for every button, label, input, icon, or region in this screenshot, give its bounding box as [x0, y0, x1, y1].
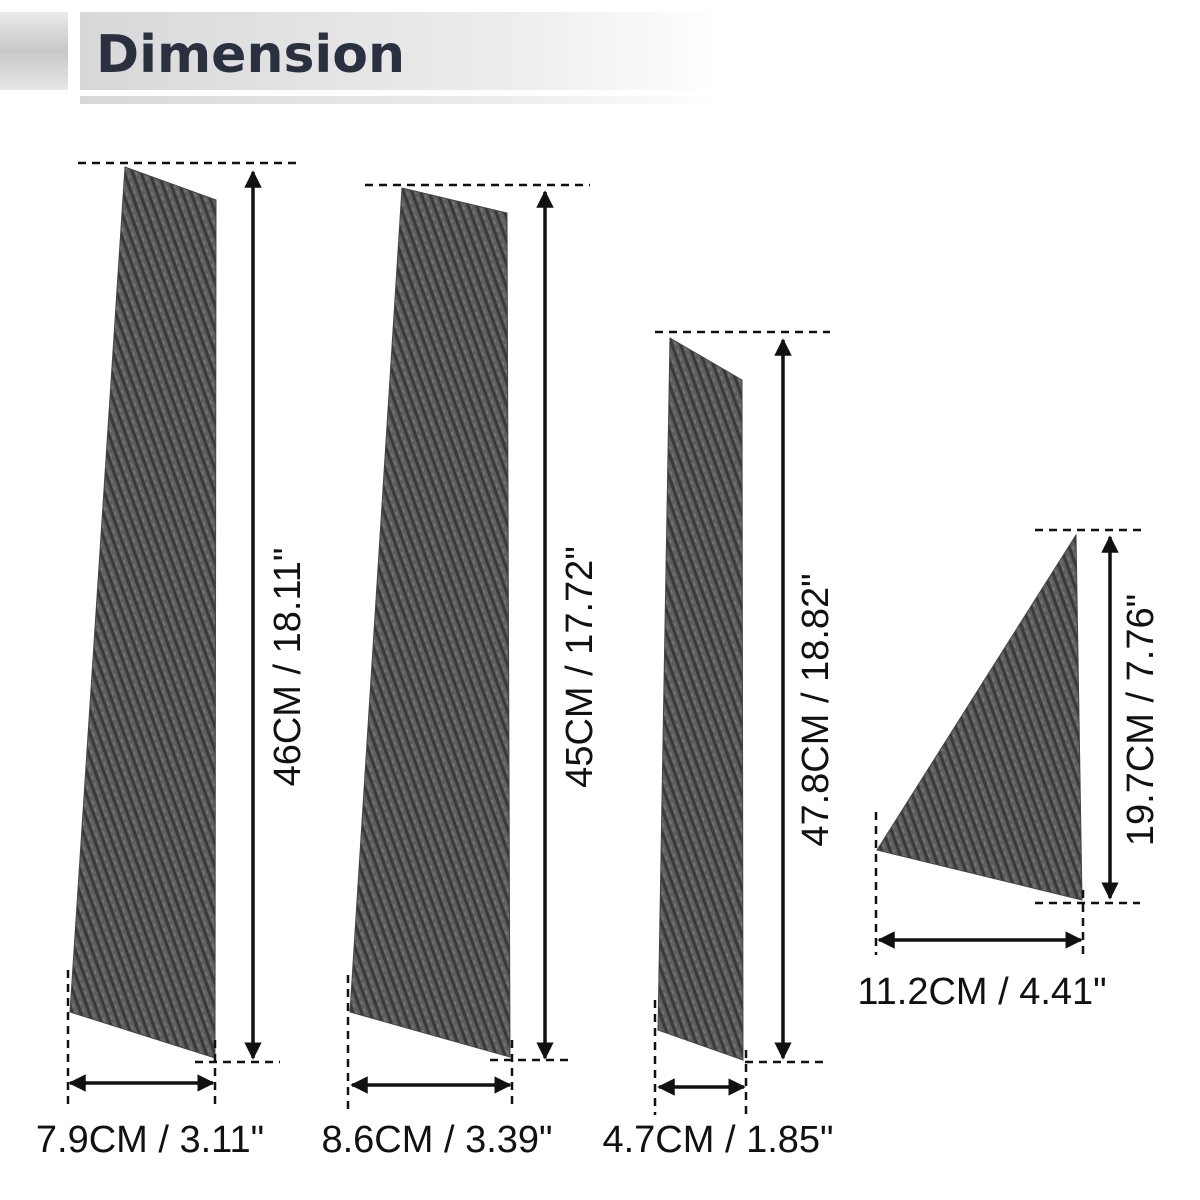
width-label: 4.7CM / 1.85": [602, 1119, 833, 1161]
panel: [876, 533, 1083, 901]
header-underline: [80, 96, 720, 104]
width-label: 8.6CM / 3.39": [321, 1119, 552, 1161]
piece-4: 19.7CM / 7.76" 11.2CM / 4.41": [857, 528, 1162, 1013]
width-label: 11.2CM / 4.41": [857, 971, 1106, 1013]
header: Dimension: [0, 12, 720, 104]
guide: [66, 161, 300, 1110]
height-label: 19.7CM / 7.76": [1120, 594, 1162, 846]
piece-3: 47.8CM / 18.82" 4.7CM / 1.85": [602, 330, 837, 1161]
guide: [346, 183, 590, 1110]
panel: [349, 187, 511, 1058]
header-block: [0, 12, 68, 90]
panel: [69, 166, 217, 1059]
panel: [657, 337, 744, 1061]
guide: [653, 330, 830, 1115]
piece-1: 46CM / 18.11" 7.9CM / 3.11": [36, 161, 309, 1161]
header-bar: [80, 12, 720, 90]
title: Dimension: [96, 25, 405, 85]
height-label: 46CM / 18.11": [267, 548, 309, 787]
height-label: 45CM / 17.72": [559, 546, 601, 788]
height-label: 47.8CM / 18.82": [795, 573, 837, 846]
piece-2: 45CM / 17.72" 8.6CM / 3.39": [321, 183, 601, 1161]
width-label: 7.9CM / 3.11": [36, 1119, 264, 1161]
